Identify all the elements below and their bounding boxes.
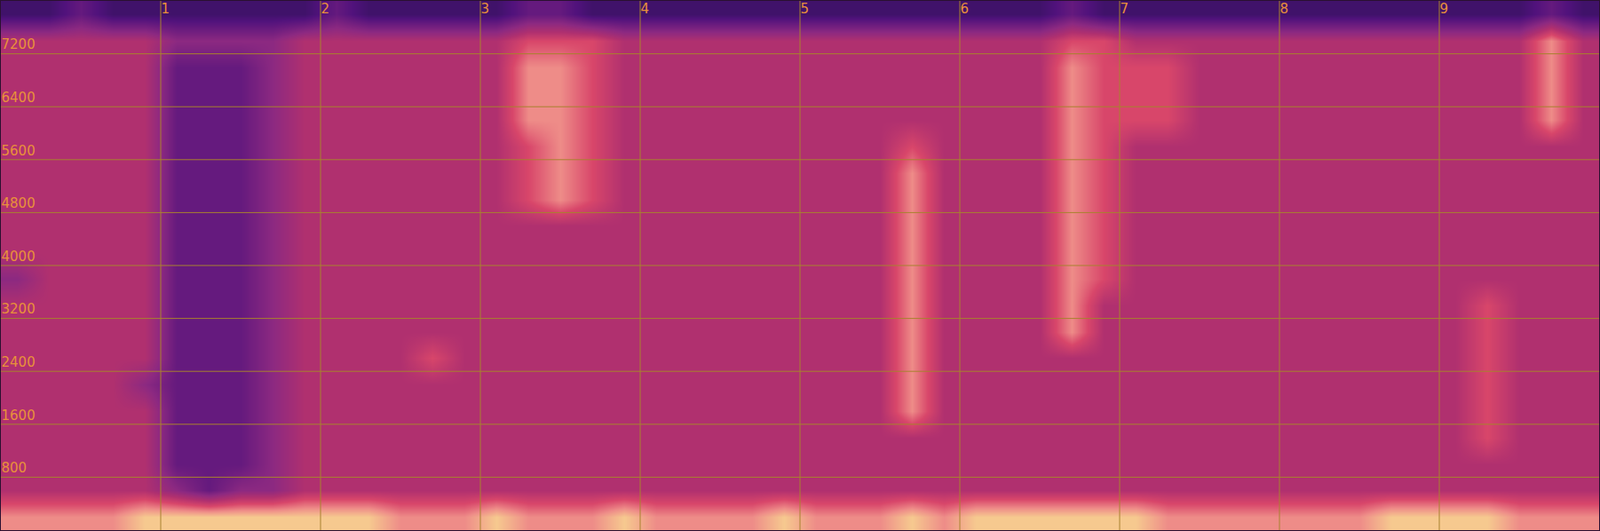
svg-text:2: 2 bbox=[321, 0, 331, 17]
svg-text:5600: 5600 bbox=[1, 142, 36, 159]
svg-text:1: 1 bbox=[161, 0, 171, 17]
svg-text:7200: 7200 bbox=[1, 36, 36, 53]
svg-text:8: 8 bbox=[1280, 0, 1290, 17]
svg-text:2400: 2400 bbox=[1, 354, 36, 371]
svg-text:3: 3 bbox=[481, 0, 491, 17]
svg-text:5: 5 bbox=[800, 0, 810, 17]
svg-text:4: 4 bbox=[641, 0, 650, 17]
svg-text:4000: 4000 bbox=[1, 248, 36, 265]
svg-text:3200: 3200 bbox=[1, 300, 36, 317]
svg-text:9: 9 bbox=[1440, 0, 1450, 17]
svg-text:1600: 1600 bbox=[1, 407, 36, 424]
svg-text:7: 7 bbox=[1120, 0, 1130, 17]
svg-text:6: 6 bbox=[960, 0, 970, 17]
svg-text:6400: 6400 bbox=[1, 89, 36, 106]
svg-text:800: 800 bbox=[1, 459, 28, 476]
svg-text:4800: 4800 bbox=[1, 195, 36, 212]
